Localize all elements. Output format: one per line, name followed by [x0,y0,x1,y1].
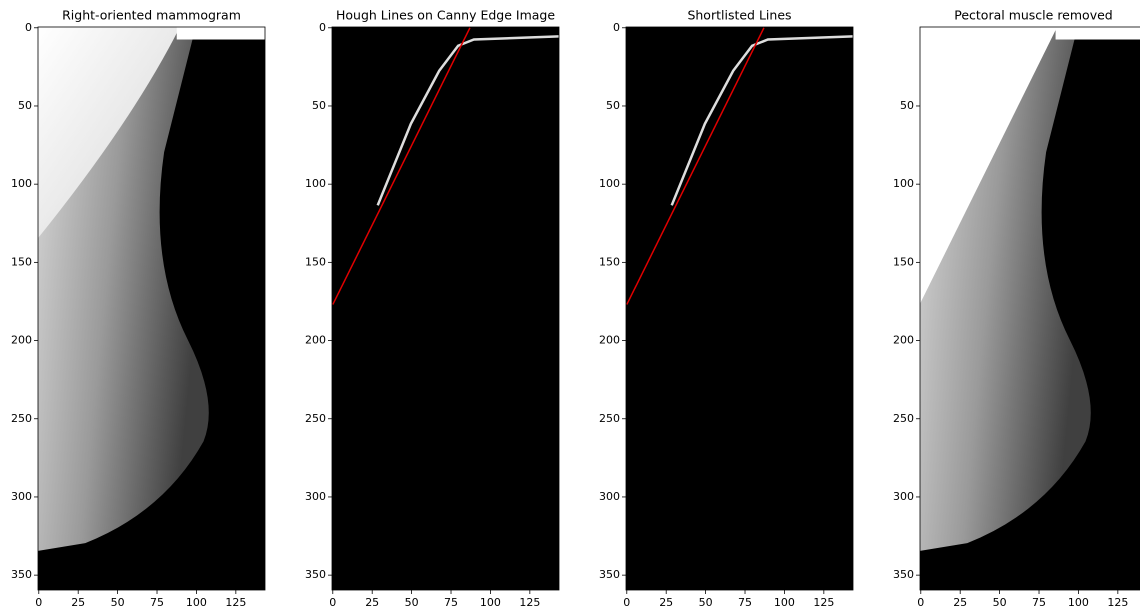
y-tick-label: 0 [25,21,32,34]
y-tick-label: 300 [599,490,620,503]
y-tick-label: 250 [599,412,620,425]
image-3 [626,27,854,591]
y-tick-label: 350 [599,568,620,581]
y-tick-label: 100 [11,177,32,190]
y-tick-label: 150 [599,255,620,268]
panel-title: Shortlisted Lines [687,8,791,23]
x-tick-label: 125 [1107,596,1128,609]
y-tick-label: 50 [312,99,326,112]
x-tick-label: 0 [329,596,336,609]
image-4 [920,27,1140,591]
y-tick-label: 100 [305,177,326,190]
x-tick-label: 125 [519,596,540,609]
y-tick-label: 200 [599,334,620,347]
x-tick-label: 0 [35,596,42,609]
y-tick-label: 50 [900,99,914,112]
y-tick-label: 150 [11,255,32,268]
y-tick-label: 0 [613,21,620,34]
x-tick-label: 25 [659,596,673,609]
axes-frame [37,26,266,591]
x-tick-label: 25 [71,596,85,609]
x-tick-label: 100 [480,596,501,609]
x-tick-label: 0 [623,596,630,609]
panel-title: Pectoral muscle removed [954,8,1112,23]
x-tick-label: 0 [917,596,924,609]
x-tick-label: 100 [186,596,207,609]
y-tick-label: 200 [893,334,914,347]
x-tick-label: 25 [953,596,967,609]
y-tick-label: 300 [893,490,914,503]
y-tick-label: 0 [319,21,326,34]
image-2 [332,27,560,591]
y-tick-label: 200 [305,334,326,347]
image-1 [38,27,266,591]
hough-line [333,28,470,305]
y-tick-label: 300 [305,490,326,503]
hough-line [627,28,764,305]
y-tick-label: 250 [305,412,326,425]
y-tick-label: 300 [11,490,32,503]
y-tick-label: 350 [893,568,914,581]
x-tick-label: 50 [993,596,1007,609]
x-tick-label: 50 [111,596,125,609]
y-tick-label: 150 [305,255,326,268]
x-tick-label: 125 [225,596,246,609]
y-tick-label: 50 [18,99,32,112]
x-tick-label: 125 [813,596,834,609]
x-tick-label: 100 [774,596,795,609]
x-tick-label: 75 [150,596,164,609]
panel-title: Right-oriented mammogram [62,8,241,23]
axes-frame [625,26,854,591]
x-tick-label: 100 [1068,596,1089,609]
x-tick-label: 50 [405,596,419,609]
y-tick-label: 100 [599,177,620,190]
panel-title: Hough Lines on Canny Edge Image [336,8,555,23]
y-tick-label: 50 [606,99,620,112]
axes-frame [919,26,1140,591]
y-tick-label: 250 [893,412,914,425]
axes-frame [331,26,560,591]
y-tick-label: 200 [11,334,32,347]
y-tick-label: 350 [11,568,32,581]
x-tick-label: 75 [738,596,752,609]
x-tick-label: 75 [444,596,458,609]
x-tick-label: 50 [699,596,713,609]
y-tick-label: 150 [893,255,914,268]
x-tick-label: 75 [1032,596,1046,609]
x-tick-label: 25 [365,596,379,609]
y-tick-label: 100 [893,177,914,190]
y-tick-label: 350 [305,568,326,581]
y-tick-label: 250 [11,412,32,425]
